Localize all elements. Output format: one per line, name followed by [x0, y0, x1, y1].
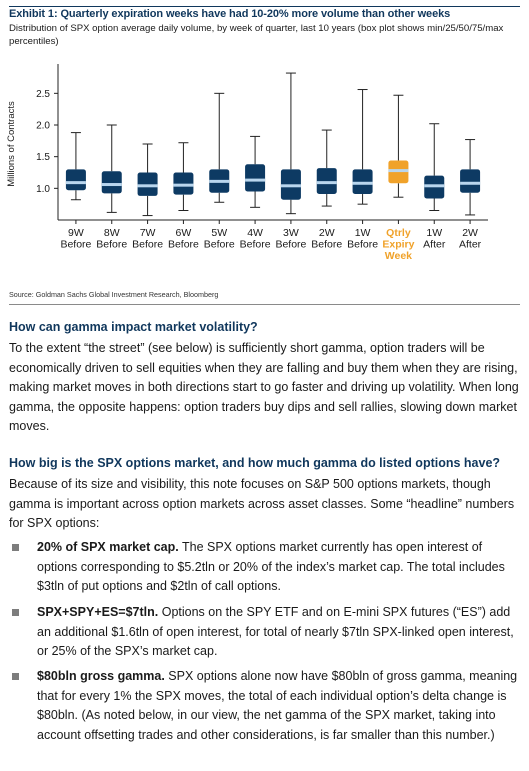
x-tick-label: Before [311, 239, 342, 251]
exhibit-subtitle: Distribution of SPX option average daily… [9, 23, 504, 47]
y-tick-label: 1.0 [36, 184, 50, 195]
square-bullet-icon [12, 609, 19, 616]
bullet-bold: SPX+SPY+ES=$7tln. [37, 605, 159, 619]
box-iqr [137, 172, 158, 196]
x-tick-label: 4W [247, 227, 263, 239]
box-median [352, 181, 373, 185]
gamma-section-heading: How can gamma impact market volatility? [9, 320, 258, 334]
box-iqr [460, 169, 481, 193]
bullet-text: SPX+SPY+ES=$7tln. Options on the SPY ETF… [37, 603, 521, 662]
x-tick-label: 9W [68, 227, 84, 239]
box-iqr [316, 168, 337, 195]
x-tick-label: Before [275, 239, 306, 251]
x-tick-label: 2W [319, 227, 335, 239]
exhibit-top-rule [9, 6, 520, 7]
x-tick-label: Before [96, 239, 127, 251]
x-tick-label: After [423, 239, 446, 251]
x-tick-label: 2W [462, 227, 478, 239]
box-median [316, 181, 337, 185]
y-axis-label: Millions of Contracts [6, 101, 17, 187]
y-tick-label: 2.5 [36, 89, 50, 100]
y-tick-label: 1.5 [36, 152, 50, 163]
box-median [388, 169, 409, 173]
x-tick-label: Before [347, 239, 378, 251]
exhibit-bottom-rule [9, 304, 520, 305]
box-iqr [245, 164, 266, 192]
bullet-text: $80bln gross gamma. SPX options alone no… [37, 667, 521, 745]
x-tick-label: 6W [176, 227, 192, 239]
box-median [173, 183, 194, 187]
x-tick-label: Qtrly [386, 227, 411, 239]
box-median [65, 181, 86, 185]
x-tick-label: 5W [211, 227, 227, 239]
x-tick-label: Week [385, 250, 412, 262]
x-tick-label: Before [168, 239, 199, 251]
bullet-body: SPX options alone now have $80bln of gro… [37, 669, 518, 742]
chart-source: Source: Goldman Sachs Global Investment … [9, 290, 219, 299]
box-iqr [65, 169, 86, 191]
x-tick-label: 1W [426, 227, 442, 239]
exhibit-title: Exhibit 1: Quarterly expiration weeks ha… [9, 8, 451, 20]
x-tick-label: Before [204, 239, 235, 251]
box-iqr [101, 171, 122, 194]
x-tick-label: After [459, 239, 482, 251]
box-median [209, 179, 230, 183]
box-median [101, 183, 122, 187]
bullet-bold: $80bln gross gamma. [37, 669, 165, 683]
x-tick-label: 1W [355, 227, 371, 239]
size-paragraph: Because of its size and visibility, this… [9, 477, 515, 530]
bullet-body: Options on the SPY ETF and on E-mini SPX… [37, 605, 514, 658]
x-tick-label: Before [240, 239, 271, 251]
bullet-bold: 20% of SPX market cap. [37, 540, 179, 554]
x-tick-label: Before [60, 239, 91, 251]
bullet-text: 20% of SPX market cap. The SPX options m… [37, 538, 521, 597]
box-iqr [173, 172, 194, 195]
box-plot-chart: Millions of Contracts1.01.52.02.59WBefor… [6, 64, 488, 262]
x-tick-label: Before [132, 239, 163, 251]
x-tick-label: 7W [140, 227, 156, 239]
bullet-body: The SPX options market currently has ope… [37, 540, 505, 593]
square-bullet-icon [12, 673, 19, 680]
box-median [137, 184, 158, 188]
box-iqr [352, 169, 373, 195]
box-median [245, 178, 266, 182]
x-tick-label: 3W [283, 227, 299, 239]
box-median [280, 184, 301, 188]
box-median [424, 184, 445, 188]
size-section-heading: How big is the SPX options market, and h… [9, 456, 501, 470]
gamma-paragraph: To the extent “the street” (see below) i… [9, 341, 519, 433]
square-bullet-icon [12, 544, 19, 551]
x-tick-label: 8W [104, 227, 120, 239]
x-tick-label: Expiry [382, 239, 414, 251]
box-median [460, 181, 481, 185]
y-tick-label: 2.0 [36, 121, 50, 132]
